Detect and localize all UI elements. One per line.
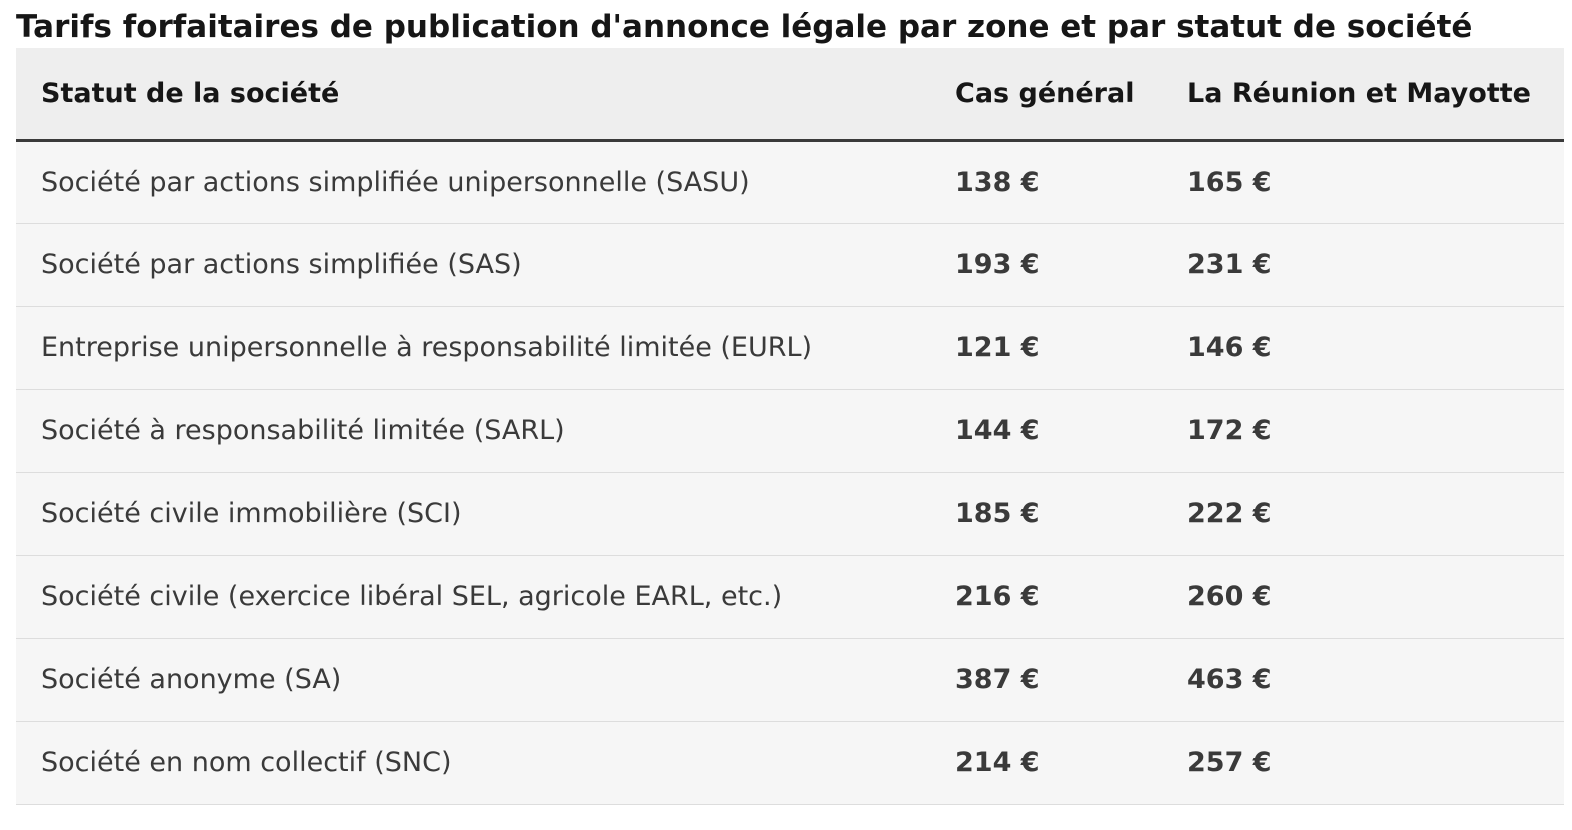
general-price-cell: 387 € bbox=[929, 638, 1161, 722]
general-price-cell: 216 € bbox=[929, 555, 1161, 639]
header-company-status: Statut de la société bbox=[16, 48, 929, 142]
reunion-mayotte-price-cell: 172 € bbox=[1161, 389, 1564, 473]
general-price-cell: 185 € bbox=[929, 472, 1161, 556]
table-row: Société par actions simplifiée (SAS) 193… bbox=[16, 223, 1564, 307]
reunion-mayotte-price-cell: 222 € bbox=[1161, 472, 1564, 556]
company-status-cell: Société par actions simplifiée uniperson… bbox=[16, 140, 929, 224]
header-row: Statut de la société Cas général La Réun… bbox=[16, 48, 1564, 142]
company-status-cell: Société à responsabilité limitée (SARL) bbox=[16, 389, 929, 473]
general-price-cell: 138 € bbox=[929, 140, 1161, 224]
general-price-cell: 121 € bbox=[929, 306, 1161, 390]
tariffs-table-container: Statut de la société Cas général La Réun… bbox=[16, 48, 1564, 805]
table-row: Société en nom collectif (SNC) 214 € 257… bbox=[16, 721, 1564, 805]
company-status-cell: Société anonyme (SA) bbox=[16, 638, 929, 722]
company-status-cell: Société par actions simplifiée (SAS) bbox=[16, 223, 929, 307]
general-price-cell: 214 € bbox=[929, 721, 1161, 805]
table-row: Société civile (exercice libéral SEL, ag… bbox=[16, 555, 1564, 639]
table-row: Entreprise unipersonnelle à responsabili… bbox=[16, 306, 1564, 390]
table-caption: Tarifs forfaitaires de publication d'ann… bbox=[16, 9, 1473, 45]
company-status-cell: Société civile immobilière (SCI) bbox=[16, 472, 929, 556]
header-general-case: Cas général bbox=[929, 48, 1161, 142]
company-status-cell: Société en nom collectif (SNC) bbox=[16, 721, 929, 805]
table-row: Société par actions simplifiée uniperson… bbox=[16, 140, 1564, 224]
header-reunion-mayotte: La Réunion et Mayotte bbox=[1161, 48, 1564, 142]
tariffs-table: Statut de la société Cas général La Réun… bbox=[16, 48, 1564, 805]
company-status-cell: Société civile (exercice libéral SEL, ag… bbox=[16, 555, 929, 639]
reunion-mayotte-price-cell: 463 € bbox=[1161, 638, 1564, 722]
reunion-mayotte-price-cell: 257 € bbox=[1161, 721, 1564, 805]
general-price-cell: 144 € bbox=[929, 389, 1161, 473]
reunion-mayotte-price-cell: 165 € bbox=[1161, 140, 1564, 224]
table-header: Statut de la société Cas général La Réun… bbox=[16, 48, 1564, 142]
company-status-cell: Entreprise unipersonnelle à responsabili… bbox=[16, 306, 929, 390]
table-row: Société civile immobilière (SCI) 185 € 2… bbox=[16, 472, 1564, 556]
table-body: Société par actions simplifiée uniperson… bbox=[16, 140, 1564, 805]
reunion-mayotte-price-cell: 231 € bbox=[1161, 223, 1564, 307]
table-row: Société anonyme (SA) 387 € 463 € bbox=[16, 638, 1564, 722]
general-price-cell: 193 € bbox=[929, 223, 1161, 307]
reunion-mayotte-price-cell: 146 € bbox=[1161, 306, 1564, 390]
table-row: Société à responsabilité limitée (SARL) … bbox=[16, 389, 1564, 473]
reunion-mayotte-price-cell: 260 € bbox=[1161, 555, 1564, 639]
